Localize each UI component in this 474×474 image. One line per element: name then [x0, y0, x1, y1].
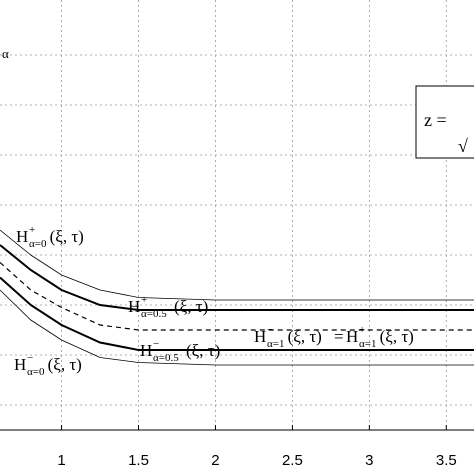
annotation: H+ α=1 (ξ, τ) [346, 324, 414, 350]
annotation-text: H+ α=0.5 (ξ, τ) [128, 294, 208, 320]
x-tick-label: 2 [211, 452, 219, 469]
annotation-text: H+ α=1 (ξ, τ) [346, 324, 414, 350]
annotation-base: H [128, 297, 140, 316]
formula-text: √ [458, 136, 468, 156]
series-line [0, 262, 474, 331]
series-line [0, 229, 474, 301]
annotation: H+ α=0 (ξ, τ) [16, 224, 84, 250]
annotation-sup: + [29, 224, 35, 236]
x-tick-label: 1.5 [128, 452, 149, 469]
annotation-base: H [140, 341, 152, 360]
annotation-arg: (ξ, τ) [186, 341, 220, 360]
annotation-arg: (ξ, τ) [288, 327, 322, 346]
annotation-sub: α=0 [27, 366, 45, 378]
annotation-sup: + [359, 324, 365, 336]
annotation-sub: α=0.5 [153, 352, 179, 364]
annotation: H+ α=0.5 (ξ, τ) [128, 294, 208, 320]
x-tick-label: 3 [365, 452, 373, 469]
series-line [0, 276, 474, 351]
annotation-arg: (ξ, τ) [380, 327, 414, 346]
annotation-base: H [14, 355, 26, 374]
annotation-sup: − [153, 338, 159, 350]
annotation-arg: (ξ, τ) [48, 355, 82, 374]
annotation-text: H− α=0 (ξ, τ) [14, 352, 82, 378]
annotation-sup: + [141, 294, 147, 306]
annotation: H− α=1 (ξ, τ) [254, 324, 322, 350]
series-line [0, 244, 474, 311]
annotation-sup: − [267, 324, 273, 336]
annotation-text: H− α=0.5 (ξ, τ) [140, 338, 220, 364]
annotation-sub: α=0.5 [141, 308, 167, 320]
series-line [0, 289, 474, 366]
annotation-sub: α=0 [29, 238, 47, 250]
annotation-sub: α=1 [359, 338, 376, 350]
annotation-arg: (ξ, τ) [50, 227, 84, 246]
annotation-sup: − [27, 352, 33, 364]
formula-text: z = [424, 110, 447, 130]
annotation-text: H+ α=0 (ξ, τ) [16, 224, 84, 250]
annotation-arg: (ξ, τ) [174, 297, 208, 316]
annotation-sub: α=1 [267, 338, 284, 350]
equals: = [334, 327, 344, 346]
annotation-text: H− α=1 (ξ, τ) [254, 324, 322, 350]
y-label-fragment: α [2, 46, 9, 61]
annotation: H− α=0.5 (ξ, τ) [140, 338, 220, 364]
annotation-base: H [254, 327, 266, 346]
x-tick-label: 2.5 [282, 452, 303, 469]
annotation-base: H [16, 227, 28, 246]
x-tick-label: 1 [57, 452, 65, 469]
x-tick-label: 3.5 [436, 452, 457, 469]
annotation: H− α=0 (ξ, τ) [14, 352, 82, 378]
formula-box [415, 85, 474, 159]
annotation-base: H [346, 327, 358, 346]
